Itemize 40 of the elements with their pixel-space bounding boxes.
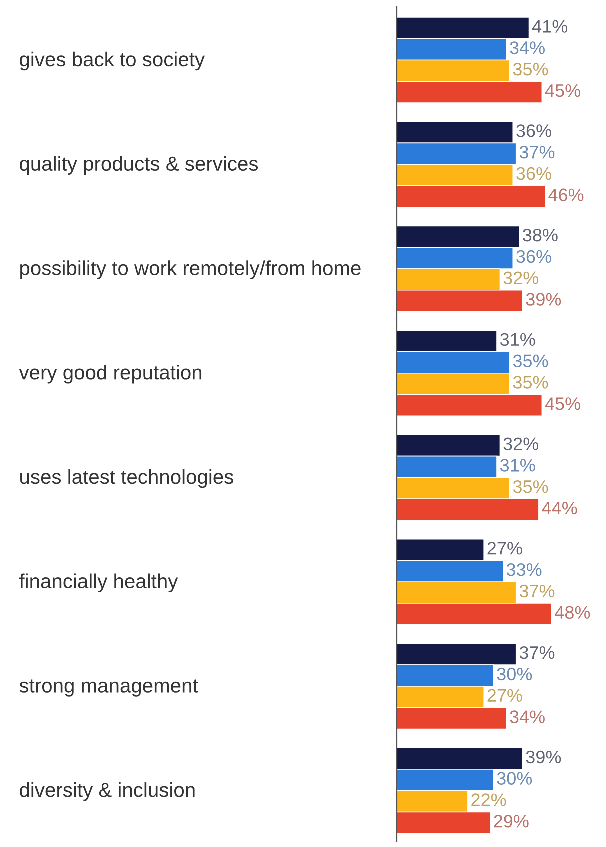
data-label: 37% bbox=[520, 584, 555, 598]
y-tick-label: possibility to work remotely/from home bbox=[20, 260, 361, 280]
data-label: 37% bbox=[520, 646, 555, 660]
data-label: 27% bbox=[488, 689, 522, 702]
data-label: 39% bbox=[526, 293, 562, 306]
data-label: 30% bbox=[497, 668, 532, 681]
data-label: 34% bbox=[510, 42, 545, 54]
data-label: 35% bbox=[513, 62, 548, 76]
data-label: 29% bbox=[494, 815, 529, 828]
data-label: 32% bbox=[504, 438, 539, 450]
data-label: 41% bbox=[532, 20, 568, 33]
data-label: 31% bbox=[500, 333, 536, 346]
data-label: 46% bbox=[548, 188, 584, 202]
data-label: 36% bbox=[516, 124, 552, 138]
data-label: 32% bbox=[504, 272, 539, 285]
data-label: 36% bbox=[516, 250, 552, 264]
y-tick-label: very good reputation bbox=[19, 365, 202, 384]
data-label: 33% bbox=[506, 563, 542, 576]
y-tick-label: uses latest technologies bbox=[20, 469, 234, 488]
data-label: 30% bbox=[497, 772, 532, 786]
data-label: 37% bbox=[520, 146, 555, 159]
y-tick-label: financially healthy bbox=[20, 574, 178, 593]
data-label: 27% bbox=[488, 542, 522, 555]
y-tick-label: diversity & inclusion bbox=[20, 782, 195, 802]
data-label: 36% bbox=[516, 167, 552, 180]
y-tick-label: gives back to society bbox=[20, 52, 205, 71]
data-label: 45% bbox=[545, 84, 580, 98]
data-label: 22% bbox=[472, 794, 506, 806]
y-tick-label: quality products & services bbox=[20, 156, 258, 176]
data-label: 48% bbox=[555, 606, 590, 620]
data-label: 34% bbox=[510, 710, 545, 724]
data-label: 44% bbox=[542, 502, 578, 515]
data-label: 45% bbox=[545, 398, 580, 410]
data-label: 39% bbox=[526, 750, 562, 764]
data-label: 38% bbox=[523, 228, 558, 242]
data-label: 31% bbox=[500, 459, 536, 472]
data-label: 35% bbox=[513, 376, 548, 389]
y-tick-label: strong management bbox=[20, 680, 198, 697]
data-label: 35% bbox=[513, 480, 548, 494]
data-label: 35% bbox=[513, 354, 548, 368]
